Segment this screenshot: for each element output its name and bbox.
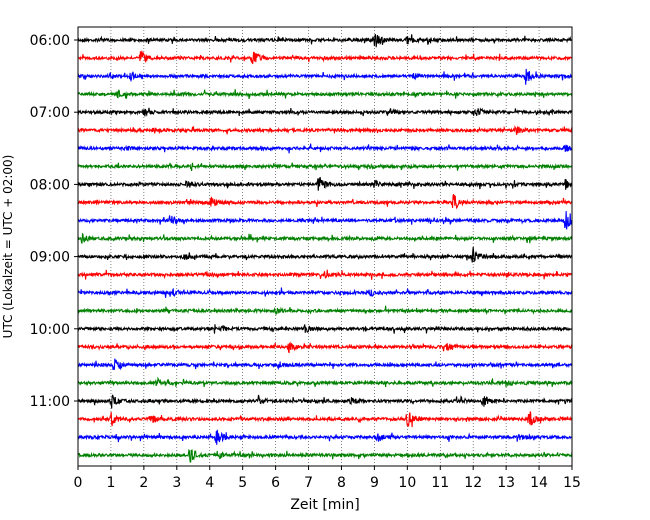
x-tick-label: 3	[172, 475, 181, 491]
x-tick-label: 4	[205, 475, 214, 491]
x-tick-label: 13	[497, 475, 515, 491]
x-tick-label: 10	[398, 475, 416, 491]
trace-0900	[77, 246, 573, 263]
trace-0600	[77, 34, 573, 48]
x-tick-label: 6	[271, 475, 280, 491]
trace-0945	[77, 305, 573, 316]
x-tick-label: 2	[139, 475, 148, 491]
trace-1015	[77, 341, 573, 354]
x-tick-label: 15	[563, 475, 581, 491]
y-tick-label: 10:00	[30, 322, 70, 338]
x-tick-label: 8	[337, 475, 346, 491]
y-axis-ticks: 06:00 07:00 08:00 09:00 10:00 11:00	[30, 33, 78, 410]
trace-0715	[77, 125, 573, 135]
trace-0615	[77, 49, 573, 65]
trace-0815	[77, 194, 573, 210]
x-axis-label: Zeit [min]	[290, 497, 359, 513]
trace-0745	[77, 162, 573, 171]
trace-1030	[77, 358, 573, 371]
trace-1130	[77, 429, 573, 445]
x-tick-label: 14	[530, 475, 548, 491]
x-tick-label: 5	[238, 475, 247, 491]
x-tick-label: 1	[106, 475, 115, 491]
y-tick-label: 06:00	[30, 33, 70, 49]
trace-1145	[77, 448, 573, 463]
y-axis-label: UTC (Lokalzeit = UTC + 02:00)	[1, 155, 15, 339]
plot-frame	[77, 26, 573, 467]
trace-0930	[77, 287, 573, 298]
trace-0630	[77, 68, 573, 85]
trace-0830	[77, 211, 573, 230]
trace-1115	[77, 411, 573, 428]
x-tick-label: 11	[431, 475, 449, 491]
y-tick-label: 07:00	[30, 105, 70, 121]
trace-1045	[77, 376, 573, 388]
y-tick-label: 09:00	[30, 250, 70, 266]
x-tick-label: 7	[304, 475, 313, 491]
x-axis-ticks: 0 1 2 3 4 5 6 7 8 9 10 11 12 13 14 15	[74, 466, 581, 491]
y-tick-label: 11:00	[30, 394, 70, 410]
trace-0845	[77, 232, 573, 244]
trace-0730	[77, 143, 573, 154]
trace-0915	[77, 269, 573, 280]
trace-1000	[77, 324, 573, 334]
y-tick-label: 08:00	[30, 177, 70, 193]
trace-0645	[77, 88, 573, 99]
trace-1100	[77, 394, 573, 409]
x-tick-label: 0	[74, 475, 83, 491]
x-tick-label: 12	[464, 475, 482, 491]
seismic-traces	[77, 34, 573, 463]
trace-0800	[77, 176, 573, 191]
trace-0700	[77, 107, 573, 117]
x-tick-label: 9	[370, 475, 379, 491]
